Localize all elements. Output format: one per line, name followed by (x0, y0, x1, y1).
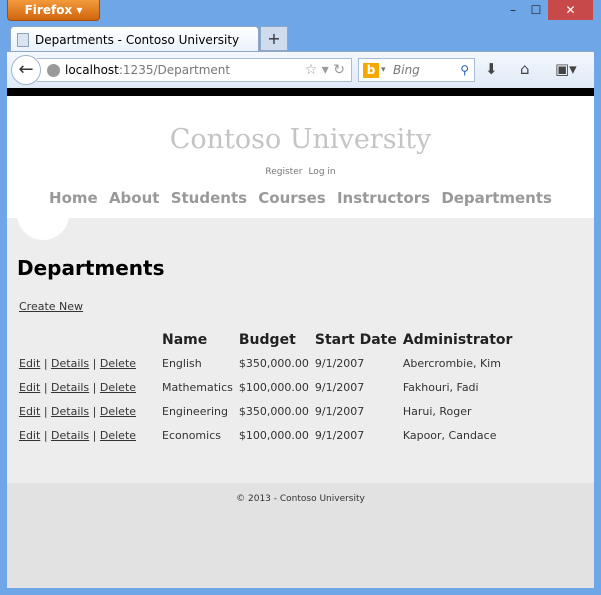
col-budget: Budget (238, 332, 296, 348)
footer: © 2013 - Contoso University (7, 483, 594, 588)
address-bar[interactable]: localhost:1235/Department ☆ ▾ ↻ (37, 58, 352, 82)
separator: | (43, 380, 48, 394)
back-button[interactable]: ← (11, 55, 41, 85)
table-row: Edit | Details | Delete English $350,000… (17, 351, 518, 375)
url-host: localhost (65, 63, 119, 77)
cell-name: Economics (162, 428, 221, 442)
back-arrow-icon: ← (18, 59, 34, 80)
separator: | (92, 404, 97, 418)
delete-link[interactable]: Delete (99, 356, 137, 370)
minimize-button[interactable]: – (510, 3, 516, 17)
cell-name: Engineering (162, 404, 228, 418)
login-link[interactable]: Log in (308, 167, 336, 177)
col-administrator: Administrator (402, 332, 513, 348)
cell-administrator: Abercrombie, Kim (402, 356, 501, 370)
cell-start-date: 9/1/2007 (314, 404, 365, 418)
table-row: Edit | Details | Delete Engineering $350… (17, 399, 518, 423)
separator: | (92, 428, 97, 442)
browser-tab[interactable]: Departments - Contoso University (10, 26, 259, 52)
cell-budget: $350,000.00 (238, 356, 309, 370)
delete-link[interactable]: Delete (99, 404, 137, 418)
cell-budget: $100,000.00 (238, 380, 309, 394)
page-content: Contoso University Register Log in Home A… (7, 88, 594, 588)
nav-about[interactable]: About (108, 189, 160, 207)
edit-link[interactable]: Edit (19, 356, 41, 370)
details-link[interactable]: Details (51, 380, 90, 394)
cell-start-date: 9/1/2007 (314, 356, 365, 370)
details-link[interactable]: Details (51, 356, 90, 370)
page-title: Departments (17, 256, 165, 280)
site-header: Contoso University Register Log in Home A… (7, 96, 594, 240)
url-path: :1235/Department (118, 63, 231, 77)
cell-start-date: 9/1/2007 (314, 428, 365, 442)
edit-link[interactable]: Edit (19, 428, 41, 442)
main-menu: Home About Students Courses Instructors … (7, 189, 594, 207)
globe-icon (47, 64, 60, 77)
site-title[interactable]: Contoso University (169, 124, 432, 155)
cell-name: Mathematics (162, 380, 233, 394)
engine-dropdown-icon[interactable]: ▾ (381, 65, 386, 75)
dropdown-icon[interactable]: ▾ (321, 62, 329, 78)
cell-start-date: 9/1/2007 (314, 380, 365, 394)
nav-home[interactable]: Home (49, 189, 98, 207)
search-placeholder: Bing (393, 63, 420, 77)
close-button[interactable]: ✕ (548, 0, 593, 20)
new-tab-button[interactable]: + (260, 26, 288, 51)
copyright: © 2013 - Contoso University (236, 494, 365, 504)
cell-administrator: Fakhouri, Fadi (402, 380, 479, 394)
separator: | (43, 356, 48, 370)
bookmarks-icon[interactable]: ▣▾ (555, 60, 577, 78)
nav-courses[interactable]: Courses (258, 189, 326, 207)
firefox-menu-button[interactable]: Firefox ▾ (7, 0, 100, 21)
bing-icon[interactable]: b (363, 63, 379, 78)
separator: | (43, 428, 48, 442)
delete-link[interactable]: Delete (99, 428, 137, 442)
table-row: Edit | Details | Delete Economics $100,0… (17, 423, 518, 447)
page-icon (17, 33, 29, 47)
tab-title: Departments - Contoso University (35, 33, 240, 47)
col-start-date: Start Date (314, 332, 397, 348)
navigation-toolbar: localhost:1235/Department ☆ ▾ ↻ ← b ▾ Bing ⚲… (7, 51, 594, 88)
edit-link[interactable]: Edit (19, 380, 41, 394)
nav-departments[interactable]: Departments (441, 189, 552, 207)
download-icon[interactable]: ⬇ (485, 60, 498, 78)
separator: | (92, 380, 97, 394)
top-bar (7, 88, 594, 96)
cell-budget: $100,000.00 (238, 428, 309, 442)
table-row: Edit | Details | Delete Mathematics $100… (17, 375, 518, 399)
nav-instructors[interactable]: Instructors (336, 189, 431, 207)
delete-link[interactable]: Delete (99, 380, 137, 394)
separator: | (43, 404, 48, 418)
cell-budget: $350,000.00 (238, 404, 309, 418)
home-icon[interactable]: ⌂ (520, 60, 530, 78)
details-link[interactable]: Details (51, 404, 90, 418)
search-icon[interactable]: ⚲ (460, 63, 469, 77)
register-link[interactable]: Register (265, 167, 303, 177)
separator: | (92, 356, 97, 370)
create-new-link[interactable]: Create New (19, 300, 84, 313)
edit-link[interactable]: Edit (19, 404, 41, 418)
nav-students[interactable]: Students (170, 189, 248, 207)
details-link[interactable]: Details (51, 428, 90, 442)
search-box[interactable]: b ▾ Bing ⚲ (358, 58, 475, 82)
maximize-button[interactable]: ☐ (530, 3, 542, 17)
departments-table: Name Budget Start Date Administrator Edit |… (17, 329, 518, 447)
cell-administrator: Harui, Roger (402, 404, 472, 418)
col-name: Name (162, 332, 208, 348)
reload-icon[interactable]: ↻ (333, 62, 345, 78)
cell-name: English (162, 356, 202, 370)
bookmark-star-icon[interactable]: ☆ (304, 62, 318, 78)
cell-administrator: Kapoor, Candace (402, 428, 497, 442)
